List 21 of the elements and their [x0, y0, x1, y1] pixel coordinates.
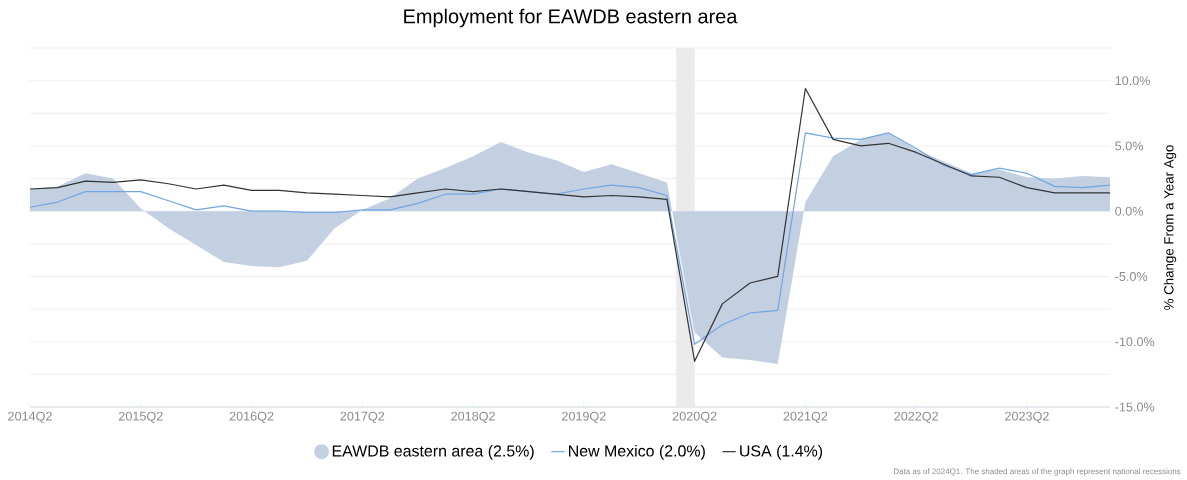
legend-label: USA (1.4%) — [740, 444, 823, 460]
x-tick-label: 2019Q2 — [562, 411, 606, 423]
y-tick-label: -10.0% — [1115, 337, 1155, 347]
x-tick-label: 2015Q2 — [118, 411, 163, 423]
chart-title: Employment for EAWDB eastern area — [404, 8, 738, 28]
legend-label: EAWDB eastern area (2.5%) — [332, 444, 534, 460]
x-tick-label: 2020Q2 — [672, 411, 717, 423]
x-tick-label: 2021Q2 — [783, 411, 828, 423]
y-tick-label: 0.0% — [1115, 206, 1144, 216]
x-tick-label: 2022Q2 — [894, 411, 938, 423]
y-tick-label: 5.0% — [1115, 141, 1144, 151]
y-tick-label: 10.0% — [1115, 76, 1151, 86]
x-tick-label: 2023Q2 — [1005, 411, 1049, 423]
y-tick-label: -5.0% — [1115, 271, 1148, 281]
legend-label: New Mexico (2.0%) — [569, 444, 705, 460]
y-axis-title: % Change From a Year Ago — [1163, 145, 1177, 310]
x-tick-label: 2017Q2 — [340, 411, 385, 423]
x-tick-label: 2014Q2 — [8, 411, 52, 423]
x-tick-label: 2018Q2 — [451, 411, 495, 423]
x-tick-label: 2016Q2 — [229, 411, 274, 423]
y-tick-label: -15.0% — [1115, 402, 1155, 412]
